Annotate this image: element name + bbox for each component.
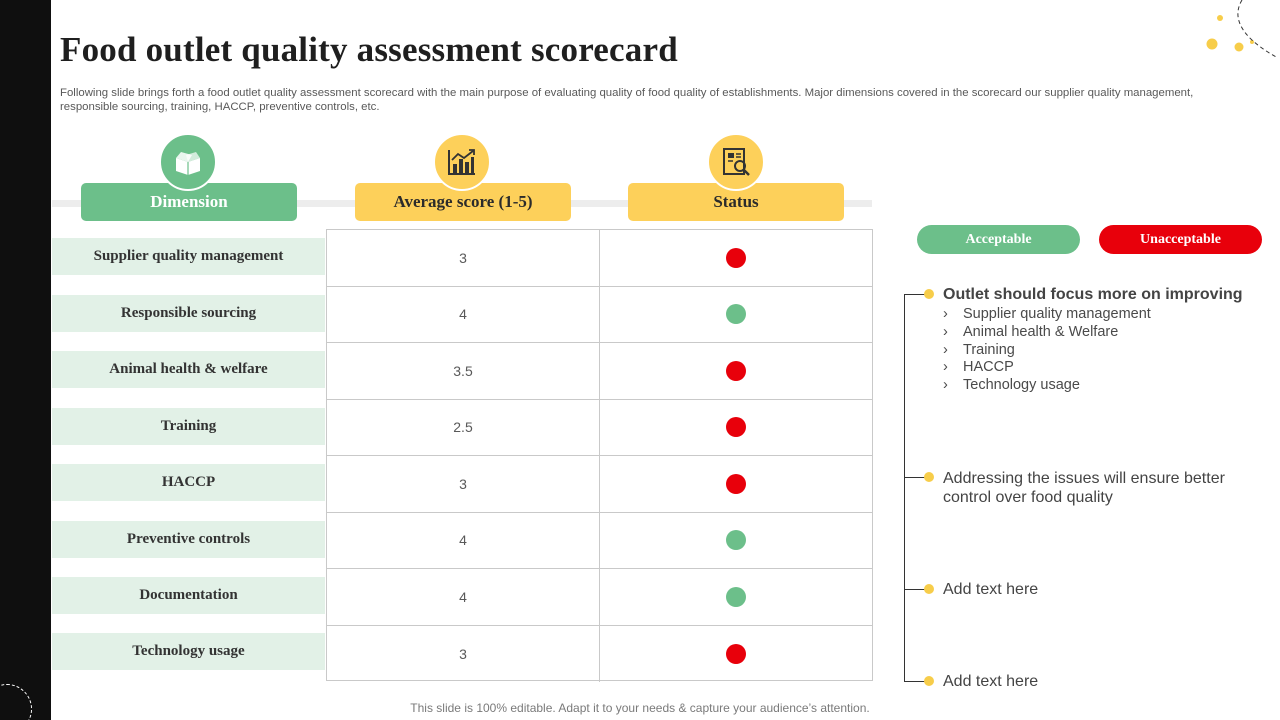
- status-dot: [726, 586, 746, 607]
- score-cell: 3: [327, 456, 600, 512]
- list-item: › Supplier quality management: [943, 306, 1151, 322]
- timeline-tick: [904, 477, 926, 478]
- chevron-right-icon: ›: [943, 323, 948, 340]
- table-row: 3: [327, 230, 872, 287]
- table-row: 3: [327, 456, 872, 513]
- dimension-cell: Animal health & welfare: [52, 351, 325, 388]
- status-dot: [726, 473, 746, 494]
- note-text: Add text here: [943, 581, 1039, 598]
- timeline-dot: [924, 584, 934, 594]
- dimension-cell: HACCP: [52, 464, 325, 501]
- chevron-right-icon: ›: [943, 377, 948, 394]
- table-row: 2.5: [327, 399, 872, 456]
- timeline-dot: [924, 676, 934, 686]
- timeline-tick: [904, 294, 926, 295]
- box-icon: [159, 133, 217, 191]
- score-cell: 3.5: [327, 343, 600, 399]
- timeline-dot: [924, 289, 934, 299]
- scorecard-grid: 3 4 3.5 2.5 3 4 4 3: [326, 229, 873, 682]
- status-dot: [726, 643, 746, 664]
- timeline-dot: [924, 472, 934, 482]
- list-item: › Training: [943, 341, 1015, 358]
- dimension-cell: Preventive controls: [52, 521, 325, 558]
- report-icon: [707, 133, 765, 191]
- status-dot: [726, 304, 746, 325]
- dimension-cell: Training: [52, 408, 325, 445]
- score-cell: 2.5: [327, 399, 600, 455]
- table-row: 3: [327, 625, 872, 682]
- status-dot: [726, 360, 746, 381]
- footer-note: This slide is 100% editable. Adapt it to…: [410, 701, 870, 715]
- left-accent-bar: [0, 0, 51, 720]
- acceptable-legend: Acceptable: [917, 225, 1080, 254]
- page-title: Food outlet quality assessment scorecard: [60, 30, 678, 69]
- timeline-line: [904, 294, 905, 682]
- dimension-cell: Technology usage: [52, 633, 325, 670]
- score-cell: 4: [327, 286, 600, 342]
- focus-heading: Outlet should focus more on improving: [943, 286, 1243, 303]
- table-row: 3.5: [327, 343, 872, 400]
- unacceptable-legend: Unacceptable: [1099, 225, 1262, 254]
- score-cell: 4: [327, 512, 600, 568]
- dimension-cell: Supplier quality management: [52, 238, 325, 275]
- focus-list: › Supplier quality management › Animal hea…: [943, 306, 1151, 395]
- chevron-right-icon: ›: [943, 306, 948, 322]
- chevron-right-icon: ›: [943, 359, 948, 376]
- corner-decoration: [1206, 0, 1279, 59]
- note-text: Addressing the issues will ensure better…: [943, 470, 1225, 506]
- score-cell: 4: [327, 569, 600, 625]
- note-text: Add text here: [943, 673, 1039, 690]
- list-item: › HACCP: [943, 359, 1014, 376]
- status-dot: [726, 247, 746, 268]
- timeline-tick: [904, 589, 926, 590]
- score-cell: 3: [327, 230, 600, 286]
- score-cell: 3: [327, 625, 600, 682]
- dimension-cell: Responsible sourcing: [52, 295, 325, 332]
- timeline-tick: [904, 681, 926, 682]
- list-item: › Animal health & Welfare: [943, 323, 1119, 340]
- page-subtitle: Following slide brings forth a food outl…: [60, 87, 1194, 113]
- bar-chart-icon: [433, 133, 491, 191]
- table-row: 4: [327, 286, 872, 343]
- list-item: › Technology usage: [943, 377, 1080, 394]
- table-row: 4: [327, 569, 872, 626]
- dimension-cell: Documentation: [52, 577, 325, 614]
- status-dot: [726, 417, 746, 438]
- chevron-right-icon: ›: [943, 341, 948, 358]
- table-row: 4: [327, 512, 872, 569]
- status-dot: [726, 530, 746, 551]
